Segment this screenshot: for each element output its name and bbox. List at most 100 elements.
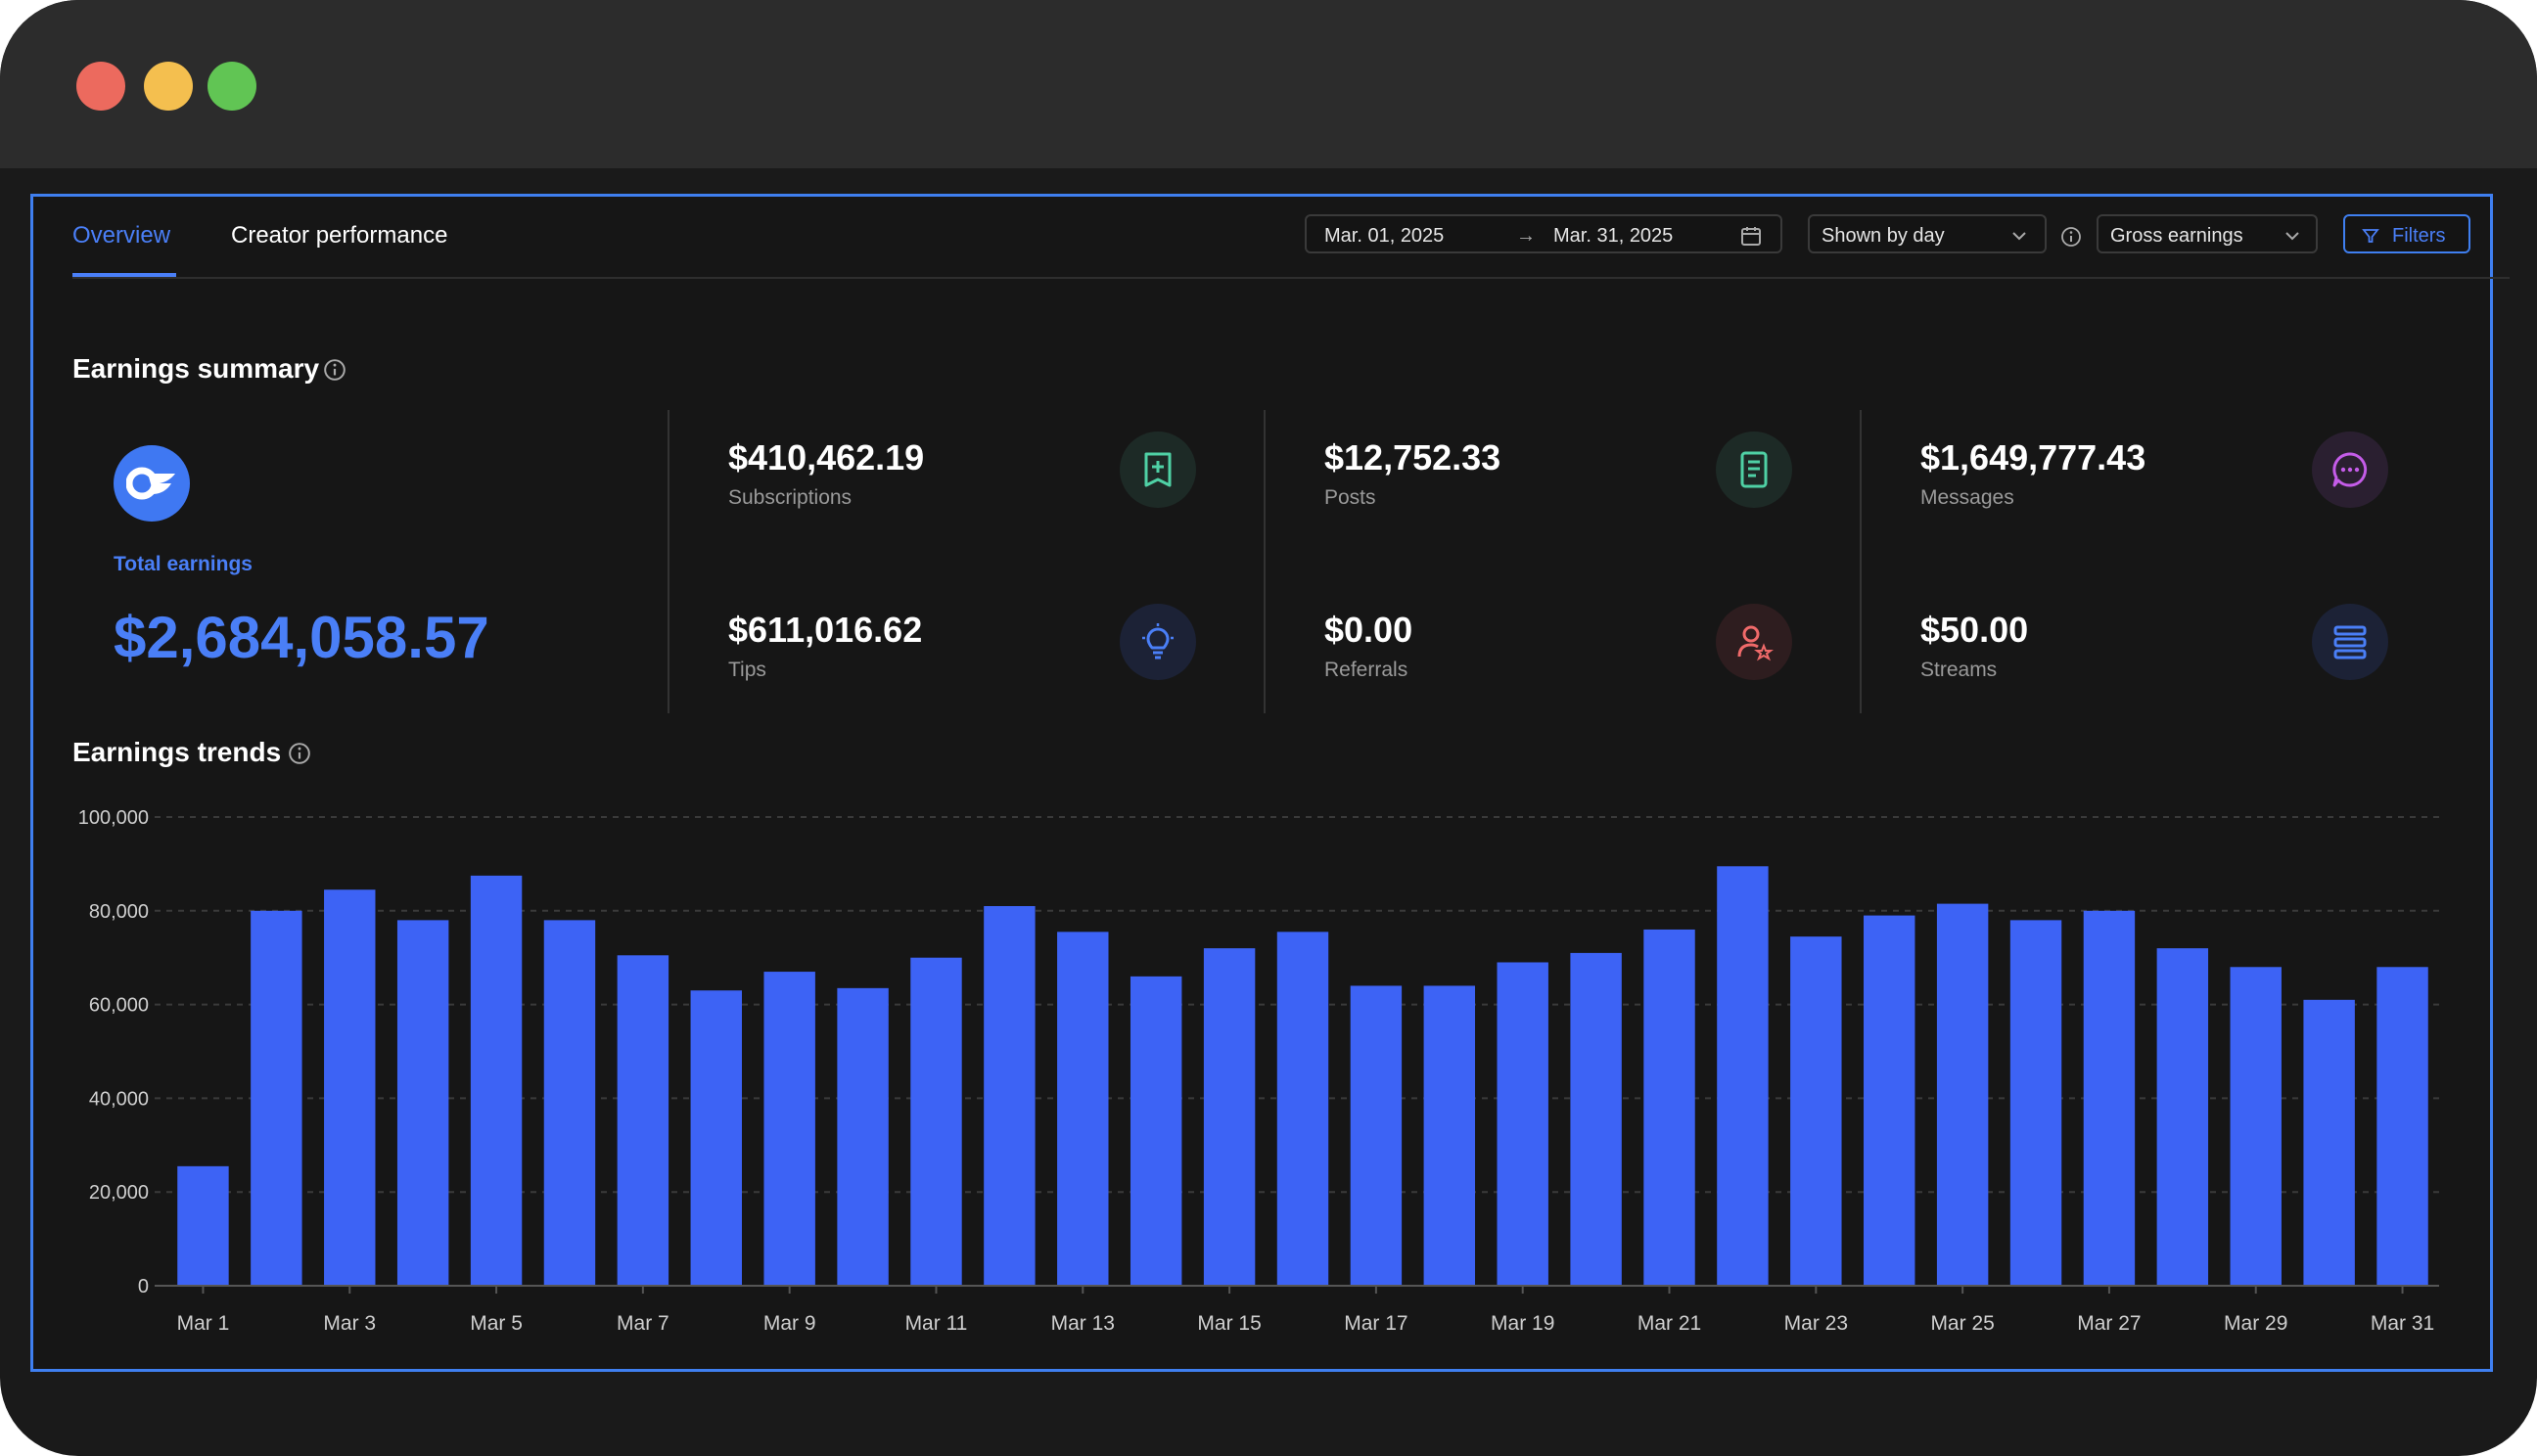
chart-bar (251, 910, 302, 1286)
earnings-summary-title: Earnings summary (72, 353, 320, 384)
total-earnings-label: Total earnings (114, 553, 253, 575)
x-tick-label: Mar 31 (2371, 1312, 2434, 1335)
chart-bar (1423, 985, 1476, 1286)
chart-bar (2303, 999, 2355, 1286)
column-divider (1860, 410, 1862, 713)
x-tick-label: Mar 27 (2077, 1312, 2141, 1335)
metric-value: $611,016.62 (728, 610, 923, 650)
chart-bar (1864, 915, 1915, 1286)
x-tick-label: Mar 17 (1344, 1312, 1407, 1335)
chart-bar (1350, 985, 1403, 1286)
chart-bar (763, 972, 815, 1286)
chart-bar (1130, 976, 1182, 1286)
filter-icon (2362, 229, 2379, 243)
chevron-down-icon (2012, 232, 2026, 241)
chart-bar (1276, 932, 1329, 1286)
y-tick-label: 80,000 (89, 901, 149, 923)
user-star-icon (1716, 604, 1792, 680)
date-range-arrow: → (1516, 225, 1536, 247)
chart-bar (690, 990, 742, 1286)
document-icon (1716, 432, 1792, 508)
shown-by-select[interactable]: Shown by day (1808, 214, 2047, 253)
metric-value: $0.00 (1324, 610, 1413, 650)
metric-label: Tips (728, 659, 766, 681)
metric-label: Streams (1920, 659, 1998, 681)
tabs-divider (72, 277, 2510, 279)
chart-bar (2156, 948, 2209, 1286)
x-tick-label: Mar 23 (1784, 1312, 1848, 1335)
date-to: Mar. 31, 2025 (1553, 225, 1674, 247)
y-tick-label: 60,000 (89, 995, 149, 1017)
x-tick-label: Mar 19 (1491, 1312, 1554, 1335)
chart-bar (2009, 920, 2062, 1286)
metric-value: $12,752.33 (1324, 437, 1501, 478)
y-tick-label: 100,000 (78, 807, 149, 829)
metric-label: Posts (1324, 486, 1376, 509)
earnings-trends-title: Earnings trends (72, 737, 282, 767)
minimize-window-button[interactable] (144, 62, 193, 111)
chevron-down-icon (2285, 232, 2299, 241)
total-earnings-value: $2,684,058.57 (114, 605, 489, 670)
date-from: Mar. 01, 2025 (1324, 225, 1445, 247)
metric-streams: $50.00 Streams (1920, 604, 2390, 707)
tab-creator-performance[interactable]: Creator performance (231, 222, 448, 249)
chart-bar (984, 906, 1036, 1286)
chart-bar (470, 875, 523, 1286)
x-tick-label: Mar 25 (1930, 1312, 1994, 1335)
y-tick-label: 0 (138, 1276, 149, 1297)
metric-label: Messages (1920, 486, 2014, 509)
info-icon[interactable] (2060, 226, 2082, 248)
earnings-type-select[interactable]: Gross earnings (2097, 214, 2318, 253)
chart-bar (396, 920, 449, 1286)
chart-bar (1717, 866, 1769, 1286)
chart-bar (2083, 910, 2136, 1286)
x-tick-label: Mar 11 (905, 1312, 968, 1335)
info-icon[interactable] (288, 742, 311, 765)
title-bar (0, 0, 2537, 168)
chart-bar (1057, 932, 1109, 1286)
chat-icon (2312, 432, 2388, 508)
metric-value: $1,649,777.43 (1920, 437, 2146, 478)
metric-posts: $12,752.33 Posts (1324, 432, 1794, 535)
chart-bar (543, 920, 596, 1286)
chart-bar (910, 957, 962, 1286)
filters-label: Filters (2392, 225, 2446, 247)
x-tick-label: Mar 29 (2224, 1312, 2287, 1335)
chart-bar (2230, 967, 2282, 1286)
column-divider (668, 410, 669, 713)
chart-bar (2376, 967, 2428, 1286)
chart-bar (1497, 962, 1548, 1286)
x-tick-label: Mar 1 (177, 1312, 230, 1335)
metric-label: Referrals (1324, 659, 1408, 681)
lightbulb-icon (1120, 604, 1196, 680)
y-tick-label: 40,000 (89, 1088, 149, 1110)
earnings-type-value: Gross earnings (2110, 225, 2243, 247)
tab-overview[interactable]: Overview (72, 222, 171, 249)
metric-tips: $611,016.62 Tips (728, 604, 1198, 707)
shown-by-value: Shown by day (1822, 225, 1945, 247)
metric-subscriptions: $410,462.19 Subscriptions (728, 432, 1198, 535)
chart-bar (1570, 952, 1622, 1286)
date-range-picker[interactable]: Mar. 01, 2025 → Mar. 31, 2025 (1305, 214, 1782, 253)
chart-bar (324, 889, 376, 1286)
y-tick-label: 20,000 (89, 1182, 149, 1204)
onlyfans-logo (114, 445, 190, 522)
subscription-icon (1120, 432, 1196, 508)
active-tab-indicator (72, 273, 176, 277)
info-icon[interactable] (323, 358, 346, 382)
maximize-window-button[interactable] (208, 62, 256, 111)
x-tick-label: Mar 3 (323, 1312, 376, 1335)
x-tick-label: Mar 13 (1051, 1312, 1115, 1335)
earnings-trends-chart: 0 20,000 40,000 60,000 80,000 100,000 Mar 1 Mar… (78, 807, 2439, 1335)
metric-referrals: $0.00 Referrals (1324, 604, 1794, 707)
close-window-button[interactable] (76, 62, 125, 111)
calendar-icon (1741, 227, 1761, 246)
chart-bar (177, 1165, 229, 1286)
chart-bar (1936, 903, 1989, 1286)
filters-button[interactable]: Filters (2343, 214, 2470, 253)
chart-bar (1203, 948, 1256, 1286)
dashboard-panel: Overview Creator performance Mar. 01, 20… (30, 194, 2510, 1372)
column-divider (1264, 410, 1266, 713)
metric-value: $410,462.19 (728, 437, 925, 478)
